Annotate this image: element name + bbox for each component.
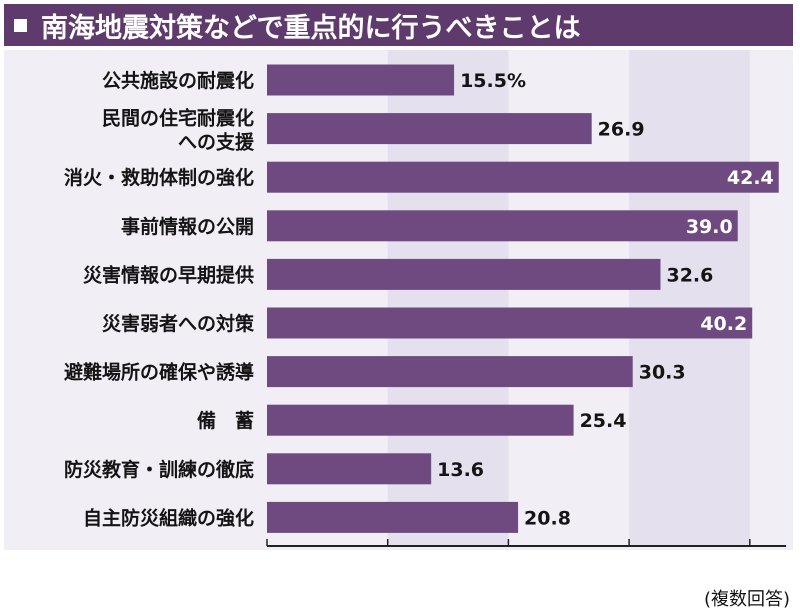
value-label: 42.4 xyxy=(727,167,774,189)
value-label: 15.5% xyxy=(460,70,526,92)
category-label: 災害情報の早期提供 xyxy=(83,263,254,286)
category-label: 避難場所の確保や誘導 xyxy=(64,361,254,384)
value-label: 13.6 xyxy=(437,459,484,481)
bar xyxy=(267,404,574,436)
bar xyxy=(267,307,753,339)
category-label: 災害弱者への対策 xyxy=(102,312,255,335)
title-bar: 南海地震対策などで重点的に行うべきことは xyxy=(4,4,793,46)
value-label: 20.8 xyxy=(524,507,571,529)
category-label: 民間の住宅耐震化 xyxy=(102,107,254,130)
bar xyxy=(267,64,455,96)
chart-panel: 010203040(%)公共施設の耐震化15.5%民間の住宅耐震化への支援26.… xyxy=(4,50,793,550)
category-label: 自主防災組織の強化 xyxy=(83,506,254,529)
bar xyxy=(267,258,661,290)
category-label: 消火・救助体制の強化 xyxy=(64,166,254,189)
category-label: 防災教育・訓練の徹底 xyxy=(64,458,254,481)
category-label-line2: への支援 xyxy=(178,131,255,154)
square-bullet-icon xyxy=(14,18,27,32)
bar xyxy=(267,453,432,485)
value-label: 32.6 xyxy=(666,264,713,286)
bar xyxy=(267,113,592,145)
bar xyxy=(267,501,519,533)
value-label: 40.2 xyxy=(700,313,747,335)
background-band xyxy=(629,50,750,546)
bar xyxy=(267,161,779,193)
category-label: 事前情報の公開 xyxy=(121,215,254,238)
value-label: 39.0 xyxy=(686,216,733,238)
value-label: 30.3 xyxy=(639,362,686,384)
chart-title: 南海地震対策などで重点的に行うべきことは xyxy=(41,12,581,44)
multiple-answers-note: (複数回答) xyxy=(703,589,790,610)
category-label: 備 蓄 xyxy=(197,409,254,432)
category-label: 公共施設の耐震化 xyxy=(102,69,254,92)
value-label: 26.9 xyxy=(598,119,645,141)
value-label: 25.4 xyxy=(580,410,627,432)
bar xyxy=(267,356,633,388)
bar-chart: 010203040(%)公共施設の耐震化15.5%民間の住宅耐震化への支援26.… xyxy=(64,50,787,547)
bar xyxy=(267,210,738,242)
